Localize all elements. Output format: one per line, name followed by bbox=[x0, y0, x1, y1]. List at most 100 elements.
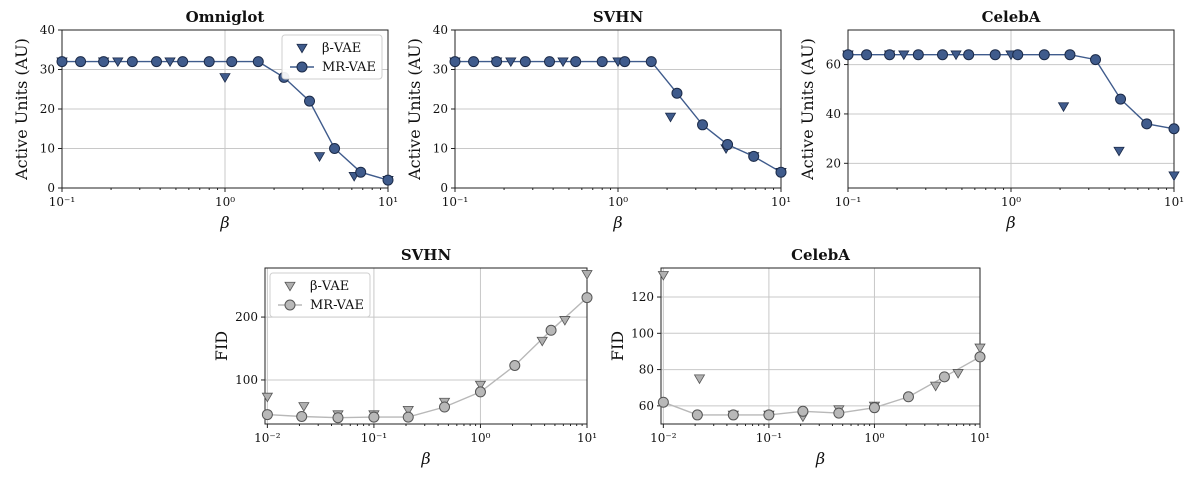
x-tick-label: 10⁻¹ bbox=[835, 195, 861, 209]
plot-frame bbox=[660, 267, 981, 425]
mr-vae-point bbox=[570, 56, 582, 68]
mr-vae-point bbox=[368, 411, 380, 423]
mr-vae-point bbox=[775, 166, 787, 178]
beta-vae-point bbox=[536, 336, 548, 347]
mr-vae-point bbox=[912, 49, 924, 61]
mr-vae-point bbox=[332, 412, 344, 424]
beta-vae-point bbox=[402, 406, 414, 416]
y-tick-label: 40 bbox=[826, 107, 841, 121]
subplot-4: 10⁻² 10⁻¹ 10⁰ 10¹ 100 200 SVHN β FID β-VAE MR-VAE bbox=[212, 246, 597, 468]
x-tick-label: 10⁻¹ bbox=[756, 431, 782, 445]
mr-vae-point bbox=[697, 119, 709, 131]
chart-title: SVHN bbox=[593, 8, 644, 26]
mr-vae-point bbox=[439, 401, 451, 413]
mr-vae-point bbox=[884, 49, 896, 61]
mr-vae-point bbox=[974, 351, 986, 363]
x-tick-label: 10⁻¹ bbox=[442, 195, 468, 209]
mr-vae-point bbox=[468, 56, 480, 68]
plot-frame bbox=[264, 267, 588, 425]
mr-vae-point bbox=[98, 56, 110, 68]
beta-vae-point bbox=[952, 369, 964, 379]
y-axis-label: Active Units (AU) bbox=[405, 38, 424, 181]
x-axis-label: β bbox=[815, 449, 825, 468]
subplot-2: 10⁻¹ 10⁰ 10¹ 0 10 20 30 40 SVHN β Active Units (AU… bbox=[405, 8, 791, 232]
x-tick-label: 10⁰ bbox=[215, 195, 235, 209]
beta-vae-point bbox=[693, 374, 706, 385]
beta-vae-point bbox=[974, 343, 986, 354]
mr-vae-point bbox=[519, 56, 531, 68]
subplot-5: 10⁻² 10⁻¹ 10⁰ 10¹ 60 80 100 120 CelebA β FID bbox=[608, 246, 990, 468]
chart-title: CelebA bbox=[982, 8, 1041, 26]
beta-vae-point bbox=[581, 270, 593, 280]
beta-vae-point bbox=[898, 50, 910, 61]
legend-beta-vae-label: β-VAE bbox=[310, 279, 349, 294]
y-tick-label: 200 bbox=[235, 310, 258, 324]
mr-vae-point bbox=[938, 371, 950, 383]
mr-vae-point bbox=[1090, 54, 1102, 66]
x-tick-label: 10⁻¹ bbox=[361, 431, 387, 445]
mr-vae-point bbox=[691, 409, 703, 421]
plot-area bbox=[657, 271, 986, 423]
mr-vae-point bbox=[1115, 93, 1127, 105]
y-tick-label: 20 bbox=[826, 156, 841, 170]
legend-beta-vae-marker bbox=[296, 43, 308, 54]
x-axis-label: β bbox=[219, 213, 229, 232]
beta-vae-point bbox=[1113, 146, 1125, 157]
mr-vae-point bbox=[868, 402, 880, 414]
mr-vae-point bbox=[545, 324, 557, 336]
mr-vae-point bbox=[151, 56, 163, 68]
x-tick-label: 10⁻² bbox=[650, 431, 677, 445]
mr-vae-point bbox=[75, 56, 87, 68]
x-tick-label: 10⁻¹ bbox=[49, 195, 75, 209]
x-tick-label: 10⁰ bbox=[608, 195, 628, 209]
mr-vae-point bbox=[727, 409, 739, 421]
plot-area bbox=[56, 56, 394, 186]
mr-vae-point bbox=[902, 391, 914, 403]
beta-vae-point bbox=[559, 316, 571, 326]
y-tick-label: 30 bbox=[433, 63, 448, 77]
x-axis-label: β bbox=[612, 213, 622, 232]
plot-area bbox=[449, 56, 787, 178]
y-tick-label: 40 bbox=[40, 23, 55, 37]
mr-vae-point bbox=[861, 49, 873, 61]
beta-vae-point bbox=[664, 112, 677, 123]
y-tick-label: 80 bbox=[639, 363, 654, 377]
mr-vae-point bbox=[203, 56, 215, 68]
mr-vae-point bbox=[226, 56, 238, 68]
legend-mr-vae-label: MR-VAE bbox=[310, 298, 364, 313]
beta-vae-point bbox=[261, 392, 274, 403]
x-tick-label: 10⁰ bbox=[1001, 195, 1021, 209]
plot-area bbox=[261, 270, 593, 424]
mr-vae-point bbox=[509, 360, 521, 371]
mr-vae-point bbox=[491, 56, 503, 68]
x-tick-label: 10⁰ bbox=[864, 431, 884, 445]
mr-vae-point bbox=[937, 49, 949, 61]
mr-vae-point bbox=[797, 405, 809, 417]
beta-vae-point bbox=[1057, 102, 1070, 113]
x-tick-label: 10¹ bbox=[378, 195, 398, 209]
y-tick-label: 60 bbox=[826, 58, 841, 72]
mr-vae-point bbox=[449, 56, 461, 68]
mr-vae-line bbox=[663, 356, 981, 416]
x-tick-label: 10¹ bbox=[970, 431, 990, 445]
mr-vae-point bbox=[1141, 118, 1153, 130]
plot-area bbox=[842, 49, 1180, 182]
subplot-1: 10⁻¹ 10⁰ 10¹ 0 10 20 30 40 Omniglot β Active Units… bbox=[12, 8, 398, 232]
beta-vae-point bbox=[1168, 171, 1180, 182]
x-tick-label: 10¹ bbox=[577, 431, 597, 445]
x-tick-label: 10¹ bbox=[771, 195, 791, 209]
y-tick-label: 0 bbox=[47, 181, 55, 195]
subplot-3: 10⁻¹ 10⁰ 10¹ 20 40 60 CelebA β Active Units (AU) bbox=[798, 8, 1184, 232]
mr-vae-point bbox=[833, 407, 845, 419]
y-tick-label: 40 bbox=[433, 23, 448, 37]
mr-vae-point bbox=[296, 410, 308, 422]
mr-vae-point bbox=[1064, 49, 1076, 61]
mr-vae-point bbox=[1038, 49, 1050, 61]
beta-vae-point bbox=[557, 57, 569, 68]
mr-vae-point bbox=[989, 49, 1001, 61]
legend-beta-vae-label: β-VAE bbox=[322, 41, 361, 56]
mr-vae-point bbox=[657, 396, 669, 408]
mr-vae-point bbox=[252, 56, 264, 68]
y-tick-label: 20 bbox=[40, 102, 55, 116]
mr-vae-point bbox=[56, 56, 68, 68]
